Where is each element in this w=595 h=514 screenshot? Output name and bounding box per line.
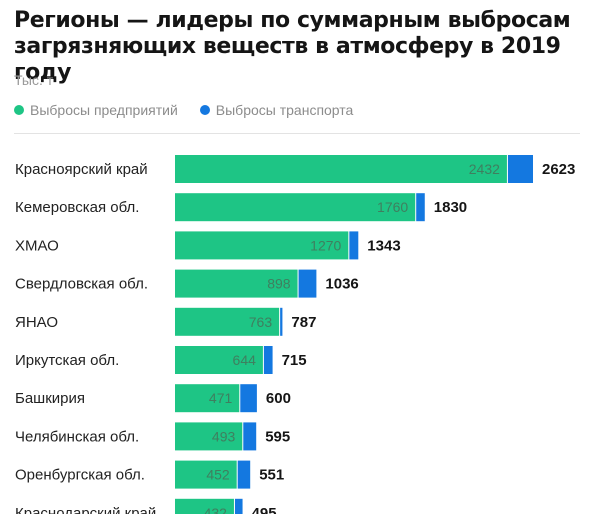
bar-enterprise: [175, 498, 234, 514]
bar-enterprise: [175, 384, 240, 413]
bar-transport: [234, 498, 243, 514]
bar-transport: [263, 346, 273, 374]
bar-enterprise: [175, 269, 298, 298]
value-label-total: 1036: [325, 276, 358, 293]
value-label-total: 600: [266, 390, 291, 407]
bar-transport: [243, 422, 257, 451]
bar-enterprise: [175, 346, 263, 374]
legend-label-transport: Выбросы транспорта: [215, 102, 354, 118]
value-label-total: 551: [259, 467, 284, 484]
bar-transport: [298, 269, 317, 298]
category-label: Краснодарский край: [15, 505, 156, 514]
value-label-enterprise: 763: [249, 314, 273, 330]
category-label: Башкирия: [15, 390, 85, 407]
value-label-total: 715: [282, 352, 307, 369]
bar-transport: [237, 460, 251, 489]
bar-enterprise: [175, 231, 349, 260]
bar-transport: [349, 231, 359, 260]
legend-item-enterprise: Выбросы предприятий: [14, 102, 178, 118]
value-label-enterprise: 493: [212, 428, 236, 444]
category-label: Челябинская обл.: [15, 428, 139, 445]
bar-transport: [507, 155, 533, 183]
category-label: Иркутская обл.: [15, 352, 119, 369]
divider: [14, 133, 580, 134]
value-label-total: 495: [252, 505, 277, 514]
value-label-enterprise: 452: [206, 467, 230, 483]
category-label: Кемеровская обл.: [15, 199, 139, 216]
value-label-enterprise: 1270: [310, 237, 341, 253]
unit-label: Тыс. т: [14, 72, 54, 88]
bar-transport: [416, 193, 425, 222]
category-label: ЯНАО: [15, 314, 58, 331]
value-label-enterprise: 2432: [469, 161, 500, 177]
category-label: Свердловская обл.: [15, 276, 148, 293]
category-label: Красноярский край: [15, 161, 148, 178]
category-label: Оренбургская обл.: [15, 467, 145, 484]
legend-item-transport: Выбросы транспорта: [199, 102, 354, 118]
value-label-enterprise: 432: [204, 505, 228, 514]
chart-title: Регионы — лидеры по суммарным выбросам з…: [14, 8, 571, 85]
legend-swatch-enterprise: [14, 105, 24, 115]
value-label-enterprise: 644: [233, 352, 257, 368]
value-label-enterprise: 471: [209, 390, 233, 406]
bar-enterprise: [175, 460, 237, 489]
value-label-total: 595: [265, 428, 290, 445]
value-label-total: 2623: [542, 161, 575, 178]
value-label-total: 787: [291, 314, 316, 331]
bar-enterprise: [175, 193, 416, 222]
value-label-enterprise: 898: [267, 276, 291, 292]
legend-label-enterprise: Выбросы предприятий: [30, 102, 178, 118]
bar-enterprise: [175, 155, 507, 183]
value-label-total: 1343: [367, 237, 400, 254]
category-label: ХМАО: [15, 237, 59, 254]
legend-swatch-transport: [199, 105, 210, 115]
value-label-total: 1830: [434, 199, 467, 216]
value-label-enterprise: 1760: [377, 199, 408, 215]
legend: Выбросы предприятий Выбросы транспорта: [14, 102, 353, 118]
bar-enterprise: [175, 307, 280, 336]
bar-enterprise: [175, 422, 243, 451]
bar-transport: [280, 307, 283, 336]
bar-transport: [240, 384, 257, 413]
